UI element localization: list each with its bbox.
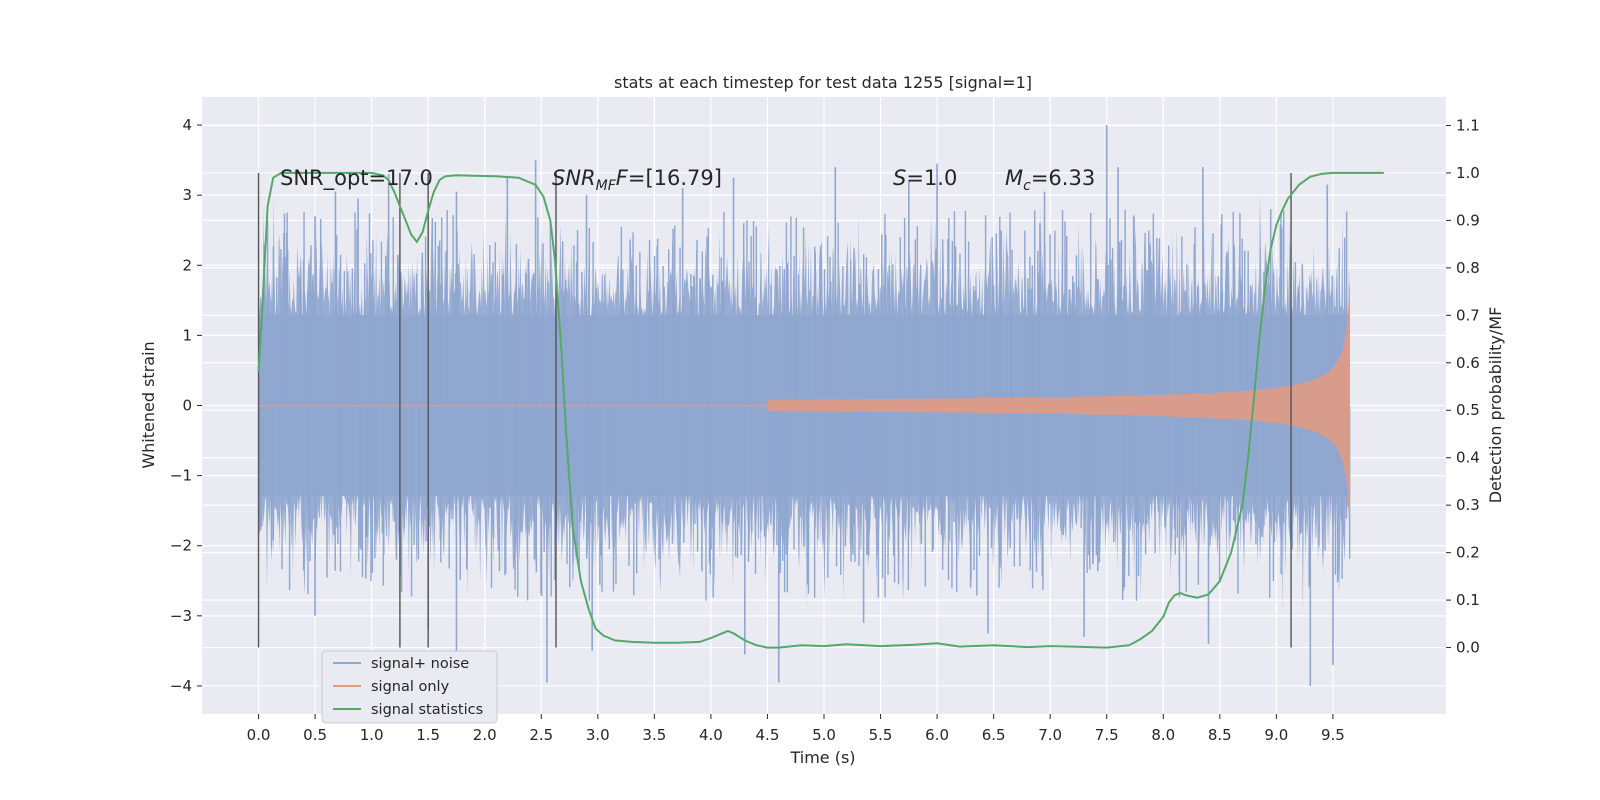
annotation-snr-mf: SNRMFF=[16.79] xyxy=(552,166,722,194)
annotation-s-value: =1.0 xyxy=(906,166,957,190)
x-tick-label: 0.5 xyxy=(303,726,327,744)
y2-tick-label: 0.4 xyxy=(1456,449,1480,467)
x-tick-label: 3.5 xyxy=(642,726,666,744)
x-tick-label: 9.0 xyxy=(1264,726,1288,744)
x-tick-label: 3.0 xyxy=(586,726,610,744)
legend-label-stats: signal statistics xyxy=(371,702,483,718)
y2-tick-label: 0.2 xyxy=(1456,544,1480,562)
y-axis-label: Whitened strain xyxy=(139,341,158,468)
x-tick-label: 7.0 xyxy=(1038,726,1062,744)
y2-tick-label: 0.3 xyxy=(1456,496,1480,514)
y2-tick-label: 0.7 xyxy=(1456,306,1480,324)
x-tick-label: 9.5 xyxy=(1321,726,1345,744)
x-tick-label: 8.0 xyxy=(1151,726,1175,744)
series-signal-only xyxy=(258,282,1350,529)
annotation-mc: Mc=6.33 xyxy=(1005,166,1095,194)
x-tick-label: 1.0 xyxy=(360,726,384,744)
y2-tick-label: 0.6 xyxy=(1456,354,1480,372)
x-tick-label: 4.0 xyxy=(699,726,723,744)
legend-label-signal: signal only xyxy=(371,679,450,695)
y2-tick-label: 0.5 xyxy=(1456,401,1480,419)
legend-label-noise: signal+ noise xyxy=(371,656,469,672)
x-tick-label: 2.0 xyxy=(473,726,497,744)
annotation-s: S=1.0 xyxy=(893,166,957,190)
y-tick-label: −4 xyxy=(170,677,192,695)
y-tick-label: 2 xyxy=(182,256,192,274)
annotation-mc-subscript: c xyxy=(1023,178,1031,194)
annotation-snr-mf-value: =[16.79] xyxy=(628,166,722,190)
x-tick-label: 5.5 xyxy=(869,726,893,744)
vertical-markers xyxy=(257,172,1292,648)
y-tick-label: −3 xyxy=(170,607,192,625)
x-tick-label: 8.5 xyxy=(1208,726,1232,744)
annotation-mc-symbol: M xyxy=(1005,166,1023,190)
y2-tick-label: 0.1 xyxy=(1456,591,1480,609)
annotation-s-symbol: S xyxy=(893,166,906,190)
y2-axis-label: Detection probability/MF xyxy=(1486,307,1505,504)
x-tick-label: 6.5 xyxy=(982,726,1006,744)
chart-title: stats at each timestep for test data 125… xyxy=(614,73,1032,92)
y-tick-label: 1 xyxy=(182,326,192,344)
legend-box xyxy=(321,650,498,724)
y-tick-label: 3 xyxy=(182,186,192,204)
y2-tick-label: 1.0 xyxy=(1456,164,1480,182)
annotation-snr-mf-symbol: SNR xyxy=(552,166,596,190)
series-signal-plus-noise xyxy=(258,125,1351,686)
y2-tick-label: 0.0 xyxy=(1456,639,1480,657)
x-tick-label: 2.5 xyxy=(529,726,553,744)
y-tick-label: −1 xyxy=(170,467,192,485)
stats-line xyxy=(257,171,1384,649)
y2-tick-label: 1.1 xyxy=(1456,116,1480,134)
x-axis-label: Time (s) xyxy=(789,748,855,767)
y2-tick-label: 0.8 xyxy=(1456,259,1480,277)
annotation-mc-value: =6.33 xyxy=(1031,166,1095,190)
x-tick-label: 0.0 xyxy=(247,726,271,744)
x-tick-label: 4.5 xyxy=(756,726,780,744)
ticks: 0.0 0.5 1.0 1.5 2.0 2.5 3.0 3.5 4.0 4.5 5.0 5.5 6.0 6… xyxy=(170,116,1480,744)
annotation-snr-opt: SNR_opt=17.0 xyxy=(280,166,433,191)
y-tick-label: −2 xyxy=(170,537,192,555)
noise-lower-envelope xyxy=(258,405,1350,616)
annotation-snr-mf-subscript: MF xyxy=(596,178,617,194)
y2-tick-label: 0.9 xyxy=(1456,211,1480,229)
series-signal-statistics xyxy=(257,171,1384,649)
x-tick-label: 7.5 xyxy=(1095,726,1119,744)
x-tick-label: 1.5 xyxy=(416,726,440,744)
legend: signal+ noise signal only signal statist… xyxy=(321,650,498,724)
y-tick-label: 0 xyxy=(182,397,192,415)
y-tick-label: 4 xyxy=(182,116,192,134)
x-tick-label: 6.0 xyxy=(925,726,949,744)
x-tick-label: 5.0 xyxy=(812,726,836,744)
